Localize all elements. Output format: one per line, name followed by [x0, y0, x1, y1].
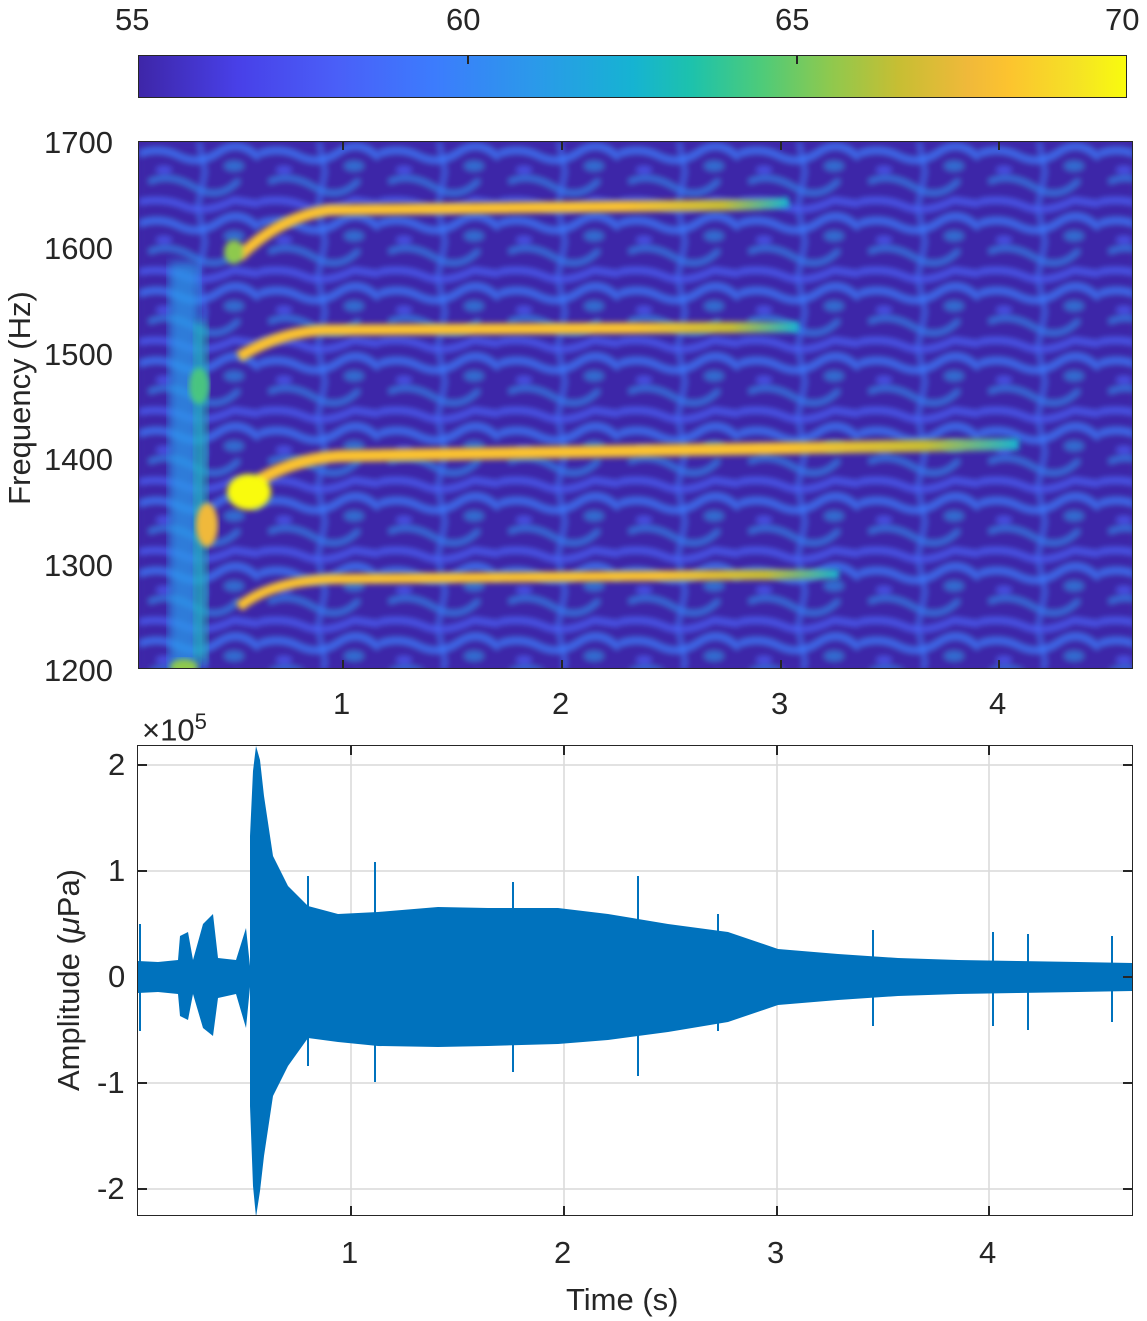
x-tick: [561, 142, 563, 150]
x-tick-label: 3: [767, 1235, 785, 1270]
y-tick-label: 1400: [44, 442, 113, 477]
x-tick: [350, 746, 352, 755]
x-tick: [776, 746, 778, 755]
y-tick: [138, 1188, 147, 1190]
x-tick-label: 1: [333, 686, 351, 721]
ylabel-prefix: Amplitude (: [51, 934, 86, 1092]
waveform-plot-area: [137, 745, 1133, 1216]
x-tick-label: 1: [341, 1235, 359, 1270]
x-tick-label: 4: [979, 1235, 997, 1270]
x-tick: [342, 142, 344, 150]
waveform-y-axis-label: Amplitude (μPa): [51, 845, 87, 1115]
spectrogram-plot-area: [138, 141, 1133, 669]
y-tick: [1123, 1188, 1132, 1190]
y-tick: [138, 870, 147, 872]
y-tick-label: 1300: [44, 548, 113, 583]
colorbar-gradient: [138, 55, 1127, 98]
y-tick-label: 1500: [44, 337, 113, 372]
x-tick-label: 2: [554, 1235, 572, 1270]
y-tick-label: 1: [108, 853, 126, 888]
y-tick-label: 0: [108, 959, 126, 994]
x-tick-label: 3: [771, 686, 789, 721]
y-tick-label: 1700: [44, 125, 113, 160]
spectrogram-y-axis-label: Frequency (Hz): [2, 291, 37, 505]
waveform-line: [138, 746, 1132, 1215]
x-tick: [780, 142, 782, 150]
y-tick: [1123, 976, 1132, 978]
x-tick: [998, 142, 1000, 150]
colorbar-tick-label: 60: [446, 2, 481, 37]
exponent-power: 5: [194, 709, 207, 734]
colorbar-tick: [796, 56, 798, 64]
waveform-x-axis-label: Time (s): [566, 1282, 679, 1317]
x-tick: [350, 1206, 352, 1215]
ylabel-mu: μ: [51, 917, 86, 935]
colorbar-tick-label: 65: [775, 2, 810, 37]
x-tick: [988, 1206, 990, 1215]
spectrogram-image: [139, 142, 1132, 668]
ylabel-suffix: Pa): [51, 868, 86, 918]
x-tick: [988, 746, 990, 755]
y-tick-label: 1200: [44, 653, 113, 688]
y-tick: [1123, 1082, 1132, 1084]
y-tick-label: -1: [97, 1065, 125, 1100]
harmonic-tracks: [224, 196, 1020, 611]
waveform-spikes: [139, 862, 1113, 1082]
colorbar-tick: [467, 56, 469, 64]
colorbar-tick-label: 55: [115, 2, 150, 37]
y-tick-label: 2: [108, 747, 126, 782]
x-tick: [998, 660, 1000, 668]
x-tick-label: 2: [552, 686, 570, 721]
y-tick: [1123, 764, 1132, 766]
x-tick: [561, 660, 563, 668]
y-exponent-label: ×105: [142, 709, 207, 748]
x-tick: [776, 1206, 778, 1215]
x-tick-label: 4: [989, 686, 1007, 721]
y-tick: [1123, 870, 1132, 872]
exponent-base: ×10: [142, 712, 195, 748]
colorbar-tick-label: 70: [1105, 2, 1140, 37]
y-tick-label: -2: [97, 1171, 125, 1206]
x-tick: [342, 660, 344, 668]
y-tick: [138, 1082, 147, 1084]
x-tick: [563, 1206, 565, 1215]
x-tick: [563, 746, 565, 755]
x-tick: [780, 660, 782, 668]
y-tick: [138, 764, 147, 766]
y-tick-label: 1600: [44, 231, 113, 266]
